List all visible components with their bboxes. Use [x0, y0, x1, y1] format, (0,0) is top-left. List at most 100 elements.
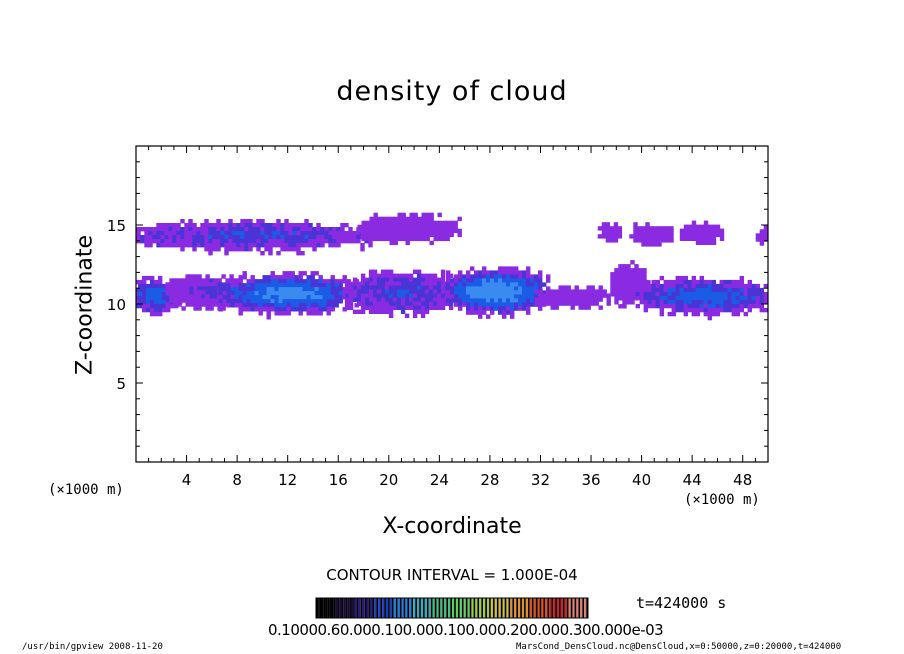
- cloud-cell-7: [772, 292, 776, 296]
- cloud-cell-8: [192, 235, 197, 240]
- cloud-cell-2: [326, 311, 331, 316]
- cloud-cell-7: [659, 295, 664, 301]
- cloud-cell-2: [246, 295, 251, 300]
- colorbar-gap: [508, 598, 511, 618]
- cloud-cell-9: [413, 228, 418, 234]
- cloud-cell-2: [218, 287, 223, 292]
- cloud-cell-4: [486, 298, 491, 303]
- cloud-cell-5: [558, 297, 563, 302]
- cloud-cell-8: [204, 239, 209, 244]
- cloud-cell-9: [429, 212, 434, 218]
- cloud-cell-2: [286, 291, 291, 296]
- cloud-cell-9: [417, 232, 422, 238]
- cloud-cell-11: [661, 234, 666, 239]
- cloud-cell-8: [236, 243, 241, 248]
- cloud-cell-8: [256, 231, 261, 236]
- cloud-cell-2: [310, 295, 315, 300]
- cloud-cell-8: [232, 231, 237, 236]
- cloud-cell-2: [330, 299, 335, 304]
- cloud-cell-3: [436, 293, 442, 298]
- cloud-cell-4: [494, 282, 499, 287]
- cloud-cell-8: [280, 243, 285, 248]
- cloud-cell-7: [659, 299, 664, 305]
- cloud-cell-1: [177, 282, 182, 287]
- cloud-cell-2: [330, 307, 335, 312]
- cloud-cell-9: [373, 224, 378, 230]
- cloud-cell-8: [316, 243, 321, 248]
- cloud-cell-2: [290, 291, 295, 296]
- cloud-cell-8: [276, 219, 281, 224]
- cloud-cell-3: [436, 297, 442, 302]
- cloud-cell-11: [653, 238, 658, 243]
- cloud-cell-8: [344, 231, 349, 236]
- cloud-cell-7: [743, 299, 748, 305]
- cloud-cell-6: [610, 280, 615, 285]
- cloud-cell-7: [723, 279, 728, 285]
- cloud-cell-3: [408, 281, 414, 286]
- cloud-cell-7: [735, 283, 740, 289]
- cloud-cell-0: [158, 275, 163, 281]
- colorbar-gap: [527, 598, 530, 618]
- colorbar-gap: [356, 598, 359, 618]
- cloud-cell-2: [242, 283, 247, 288]
- cloud-cell-8: [280, 231, 285, 236]
- colorbar-gap: [395, 598, 398, 618]
- cloud-cell-5: [578, 305, 583, 310]
- cloud-cell-8: [304, 243, 309, 248]
- cloud-cell-5: [542, 293, 547, 298]
- cloud-cell-3: [388, 297, 394, 302]
- cloud-cell-3: [364, 293, 370, 298]
- cloud-cell-0: [146, 295, 151, 301]
- cloud-cell-2: [282, 299, 287, 304]
- cloud-cell-9: [401, 236, 406, 242]
- cloud-cell-4: [530, 290, 535, 295]
- cloud-cell-2: [302, 299, 307, 304]
- cloud-cell-8: [296, 239, 301, 244]
- cloud-cell-3: [352, 281, 358, 286]
- cloud-cell-8: [328, 235, 333, 240]
- cloud-cell-9: [401, 228, 406, 234]
- cloud-cell-7: [707, 279, 712, 285]
- cloud-cell-8: [280, 239, 285, 244]
- cloud-cell-8: [172, 235, 177, 240]
- cloud-cell-9: [385, 224, 390, 230]
- cloud-cell-7: [743, 291, 748, 297]
- colorbar-segment: [572, 598, 575, 618]
- cloud-cell-7: [711, 311, 716, 317]
- cloud-cell-7: [759, 295, 764, 301]
- cloud-cell-9: [445, 236, 450, 242]
- cloud-cell-9: [445, 224, 450, 230]
- cloud-cell-5: [534, 301, 539, 306]
- cloud-cell-11: [649, 234, 654, 239]
- cloud-cell-3: [436, 281, 442, 286]
- cloud-cell-8: [152, 227, 157, 232]
- cloud-cell-8: [304, 235, 309, 240]
- cloud-cell-8: [312, 235, 317, 240]
- cloud-cell-1: [169, 282, 174, 287]
- cloud-cell-1: [201, 278, 206, 283]
- cloud-cell-8: [204, 247, 209, 252]
- cloud-cell-2: [294, 279, 299, 284]
- cloud-cell-1: [209, 302, 214, 307]
- cloud-cell-0: [130, 292, 134, 296]
- cloud-cell-7: [695, 279, 700, 285]
- cloud-cell-4: [494, 278, 499, 283]
- cloud-cell-7: [723, 287, 728, 293]
- cloud-cell-5: [558, 289, 563, 294]
- cloud-cell-4: [494, 274, 499, 279]
- cloud-cell-7: [723, 295, 728, 301]
- cloud-cell-4: [538, 286, 543, 291]
- colorbar-segment: [409, 598, 412, 618]
- colorbar-segment: [521, 598, 525, 618]
- cloud-cell-1: [213, 302, 218, 307]
- cloud-cell-4: [530, 286, 535, 291]
- cloud-cell-7: [691, 279, 696, 285]
- cloud-cell-6: [610, 284, 615, 289]
- cloud-cell-4: [454, 274, 459, 279]
- cloud-cell-9: [397, 216, 402, 222]
- cloud-cell-4: [478, 282, 483, 287]
- cloud-cell-6: [638, 272, 643, 277]
- cloud-cell-5: [570, 305, 575, 310]
- cloud-cell-2: [266, 291, 271, 296]
- cloud-cell-4: [446, 286, 451, 291]
